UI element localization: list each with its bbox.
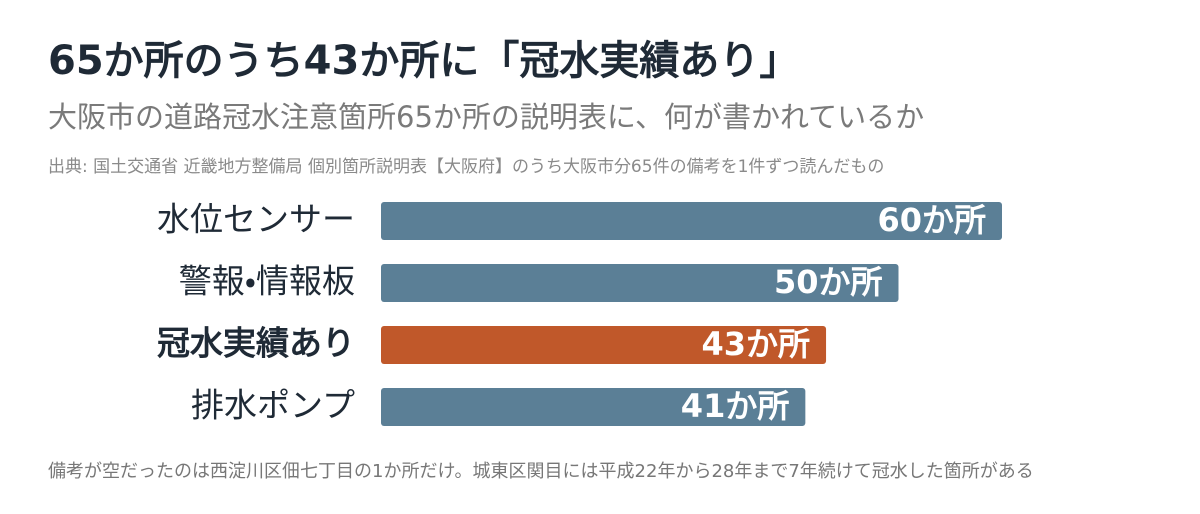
footnote: 備考が空だったのは西淀川区佃七丁目の1か所だけ。城東区関目には平成22年から28… — [48, 461, 1034, 482]
chart-title: 65か所のうち43か所に「冠水実績あり」 — [48, 38, 799, 84]
category-label: 警報・情報板 — [179, 262, 355, 301]
value-label: 41か所 — [681, 387, 790, 425]
value-label: 60か所 — [877, 201, 986, 239]
bar — [381, 264, 899, 302]
value-label: 50か所 — [774, 263, 883, 301]
chart-subtitle: 大阪市の道路冠水注意箇所65か所の説明表に、何が書かれているか — [48, 100, 924, 134]
category-label: 水位センサー — [157, 200, 355, 239]
bar — [381, 388, 806, 426]
bar — [381, 202, 1002, 240]
category-label: 冠水実績あり — [157, 324, 355, 363]
source-note: 出典: 国土交通省 近畿地方整備局 個別箇所説明表【大阪府】のうち大阪市分65件… — [48, 157, 884, 177]
category-label: 排水ポンプ — [191, 386, 355, 425]
bar — [381, 326, 827, 364]
value-label: 43か所 — [702, 325, 811, 363]
